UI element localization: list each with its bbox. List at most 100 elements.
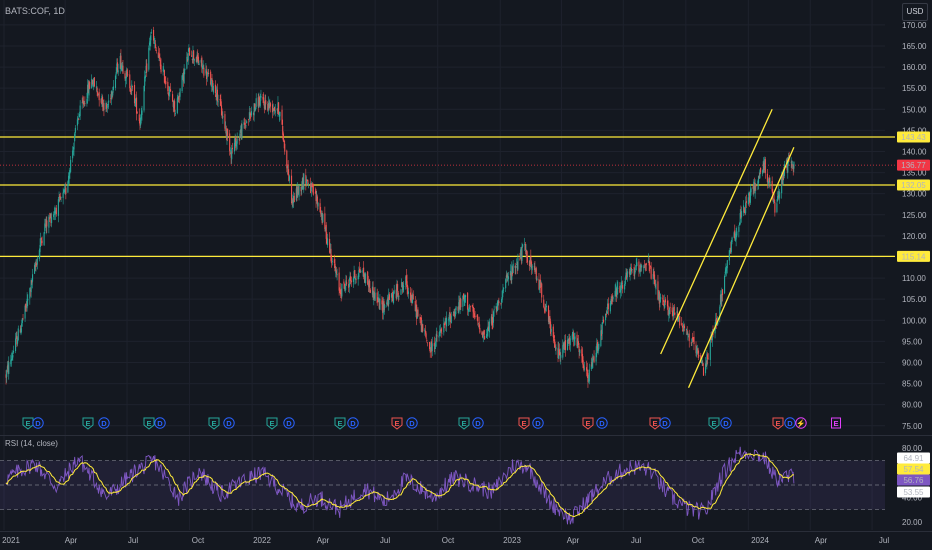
earnings-event-icon[interactable]: E <box>22 417 34 430</box>
earnings-event-icon[interactable]: E <box>708 417 720 430</box>
time-axis[interactable]: 2021 Apr Jul Oct 2022 Apr Jul Oct 2023 Apr Jul Oct 2… <box>0 531 932 546</box>
candle-body <box>531 265 533 271</box>
candle-down <box>172 90 174 102</box>
trend-line[interactable] <box>687 146 795 389</box>
candle-down <box>103 99 105 117</box>
dividend-event-icon[interactable]: D <box>32 417 44 429</box>
candle-body <box>240 129 242 133</box>
candle-up <box>405 275 407 290</box>
candle-body <box>598 343 600 349</box>
dividend-event-icon[interactable]: D <box>223 417 235 429</box>
rsi-level-label[interactable]: 64.91 <box>897 452 930 464</box>
candle-body <box>297 186 299 195</box>
earnings-event-icon[interactable]: E <box>208 417 220 430</box>
earnings-event-icon[interactable]: E <box>518 417 530 430</box>
candle-body <box>378 299 380 309</box>
earnings-event-icon[interactable]: E <box>143 417 155 430</box>
dividend-event-icon[interactable]: D <box>472 417 484 429</box>
event-badge-shape <box>518 417 530 430</box>
candle-up <box>467 308 469 316</box>
candle-down <box>276 108 278 114</box>
candle-up <box>620 276 622 297</box>
candle-body <box>464 295 466 303</box>
candle-body <box>511 267 514 275</box>
candle-body <box>327 238 329 246</box>
candle-body <box>673 307 675 317</box>
candle-down <box>377 297 379 302</box>
candle-down <box>582 356 584 369</box>
price-level-label[interactable]: 136.77 <box>897 159 930 171</box>
candle-down <box>426 342 429 347</box>
earnings-event-icon[interactable]: E <box>649 417 661 430</box>
time-tick-label: 2022 <box>253 536 271 545</box>
trend-channel[interactable] <box>660 109 795 389</box>
candle-up <box>229 147 231 155</box>
currency-button[interactable]: USD <box>902 3 928 21</box>
candle-down <box>744 209 746 216</box>
candle-down <box>482 331 484 339</box>
candle-body <box>178 96 180 98</box>
earnings-event-icon[interactable]: E <box>458 417 470 430</box>
rsi-level-label[interactable]: 56.76 <box>897 474 930 486</box>
candle-up <box>10 354 12 367</box>
dividend-event-icon[interactable]: D <box>784 417 796 429</box>
earnings-event-icon[interactable]: E <box>831 417 841 429</box>
candle-body <box>786 160 788 171</box>
earnings-event-icon[interactable]: E <box>772 417 784 430</box>
candle-body <box>696 348 698 351</box>
candle-down <box>55 205 57 217</box>
candle-body <box>691 338 693 343</box>
candle-up <box>758 175 760 190</box>
candle-body <box>478 321 480 328</box>
candle-body <box>87 84 89 99</box>
candle-down <box>414 296 416 312</box>
dividend-event-icon[interactable]: D <box>406 417 418 429</box>
dividend-event-icon[interactable]: D <box>347 417 359 429</box>
candle-up <box>624 275 626 286</box>
event-badge-label: ⚡ <box>796 419 805 428</box>
earnings-event-icon[interactable]: E <box>266 417 278 430</box>
candle-down <box>528 260 531 271</box>
earnings-event-icon[interactable]: E <box>334 417 346 430</box>
rsi-level-label[interactable]: 57.54 <box>897 463 930 475</box>
candle-up <box>647 253 649 263</box>
trend-line[interactable] <box>660 109 773 355</box>
candle-down <box>645 263 647 272</box>
rsi-level-label[interactable]: 53.55 <box>897 486 930 498</box>
candle-body <box>702 367 705 376</box>
dividend-event-icon[interactable]: D <box>283 417 295 429</box>
event-badge-shape <box>795 417 807 429</box>
earnings-dividend-events[interactable]: E D E D E D E D E D E D E D E D E D E D E D E D E D ⚡ E <box>22 417 841 430</box>
price-level-label[interactable]: 115.14 <box>897 250 930 262</box>
dividend-event-icon[interactable]: D <box>659 417 671 429</box>
symbol-title[interactable]: BATS:COF, 1D <box>5 6 65 16</box>
candle-down <box>249 108 251 119</box>
dividend-event-icon[interactable]: D <box>720 417 732 429</box>
candle-up <box>548 316 550 325</box>
rsi-indicator-label[interactable]: RSI (14, close) <box>5 439 58 448</box>
dividend-event-icon[interactable]: D <box>98 417 110 429</box>
candle-down <box>312 182 314 193</box>
dividend-event-icon[interactable]: D <box>596 417 608 429</box>
dividend-event-icon[interactable]: D <box>532 417 544 429</box>
earnings-event-icon[interactable]: E <box>391 417 403 430</box>
candle-body <box>441 332 443 334</box>
earnings-event-icon[interactable]: E <box>82 417 94 430</box>
earnings-event-icon[interactable]: E <box>582 417 594 430</box>
candle-down <box>165 76 167 89</box>
price-level-label[interactable]: 143.43 <box>897 131 930 143</box>
candle-body <box>286 165 289 169</box>
candle-up <box>571 331 573 342</box>
candle-body <box>591 362 593 367</box>
candle-up <box>730 240 732 254</box>
candle-body <box>131 86 134 88</box>
split-event-icon[interactable]: ⚡ <box>795 417 807 429</box>
dividend-event-icon[interactable]: D <box>154 417 166 429</box>
price-axis[interactable]: 170.00165.00160.00155.00150.00145.00140.… <box>895 0 932 435</box>
candle-down <box>541 282 543 303</box>
price-level-label[interactable]: 132.05 <box>897 179 930 191</box>
candle-up <box>162 66 164 76</box>
event-badge-label: D <box>599 419 605 428</box>
